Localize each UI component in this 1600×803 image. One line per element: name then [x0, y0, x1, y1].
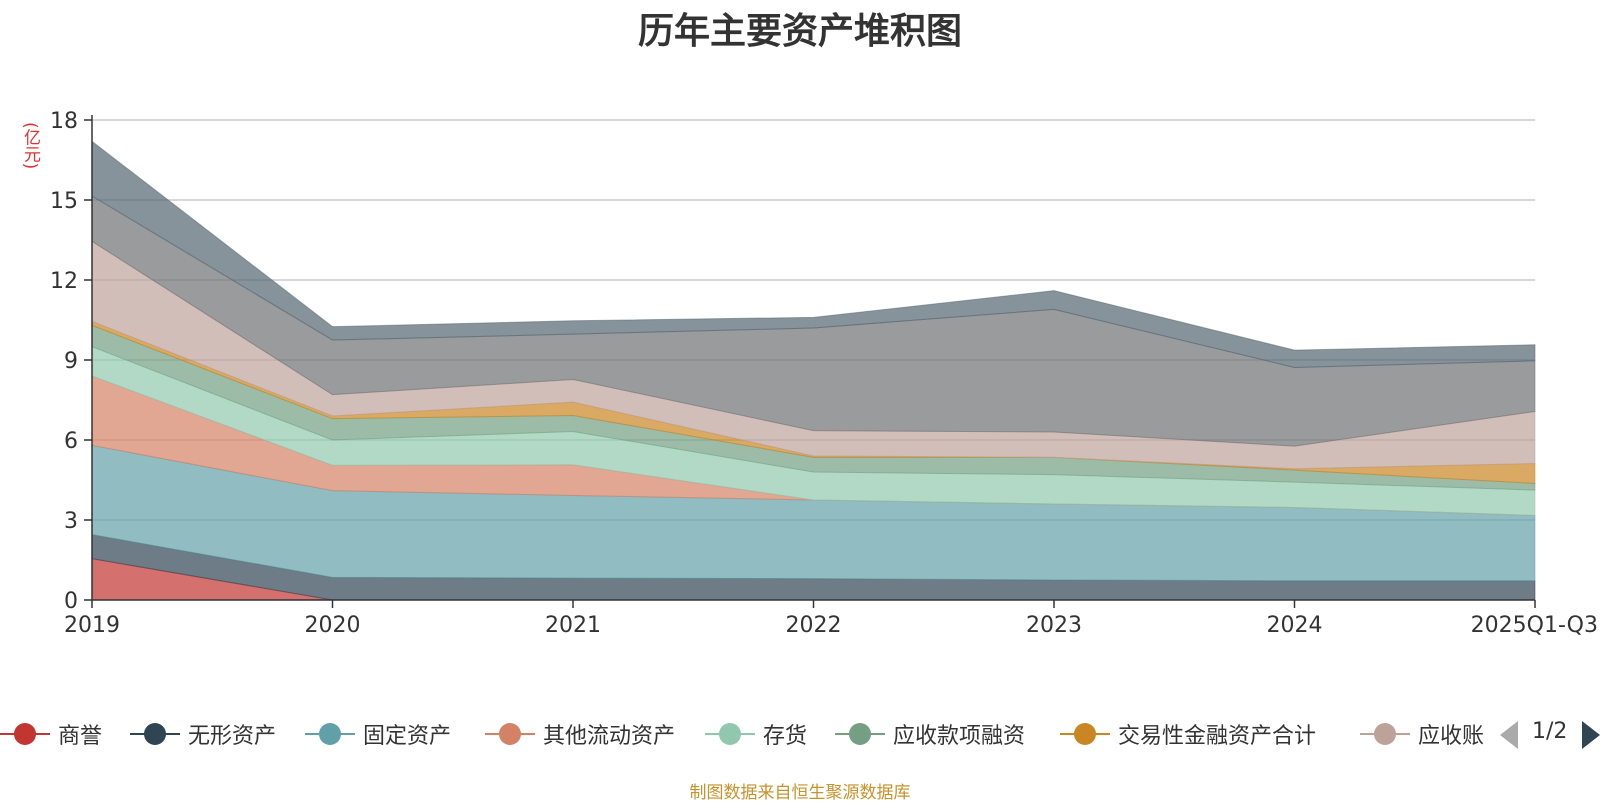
legend-item[interactable]: 存货	[705, 712, 807, 756]
y-tick-label: 9	[64, 349, 78, 374]
legend-label: 商誉	[58, 724, 103, 749]
area-series-group	[91, 140, 1536, 601]
legend-item[interactable]: 其他流动资产	[485, 712, 675, 756]
legend-marker-icon	[485, 722, 535, 746]
legend: 商誉 无形资产 固定资产 其他流动资产 存货 应收款项融资 交易性金融资产合计 应收账	[0, 712, 1600, 756]
chart-title: 历年主要资产堆积图	[637, 11, 962, 52]
y-tick-label: 15	[50, 189, 78, 214]
legend-marker-icon	[0, 722, 50, 746]
x-tick-label: 2019	[64, 613, 120, 638]
legend-label: 存货	[763, 724, 808, 749]
area-series-9[interactable]	[91, 140, 1536, 368]
legend-item[interactable]: 交易性金融资产合计	[1060, 712, 1316, 756]
legend-next-page-icon[interactable]	[1582, 721, 1600, 749]
legend-label: 其他流动资产	[543, 724, 676, 749]
y-tick-label: 3	[64, 509, 78, 534]
legend-label: 交易性金融资产合计	[1118, 724, 1317, 749]
legend-marker-icon	[705, 722, 755, 746]
legend-marker-icon	[1360, 722, 1410, 746]
y-tick-label: 12	[50, 269, 78, 294]
x-tick-label: 2025Q1-Q3	[1471, 613, 1598, 638]
x-tick-label: 2023	[1026, 613, 1082, 638]
y-tick-label: 6	[64, 429, 78, 454]
legend-marker-icon	[305, 722, 355, 746]
legend-label: 应收账	[1418, 724, 1485, 749]
x-tick-label: 2020	[305, 613, 361, 638]
y-axis-unit-label: (亿元)	[20, 122, 40, 170]
legend-item[interactable]: 固定资产	[305, 712, 451, 756]
legend-item[interactable]: 应收款项融资	[835, 712, 1025, 756]
legend-page-indicator: 1/2	[1532, 719, 1568, 744]
legend-item[interactable]: 应收账	[1360, 712, 1484, 756]
y-tick-label: 0	[64, 589, 78, 614]
axes: 0 3 6 9 12 15 18 2019 2020 2021 2022 2023 2024 2025Q1…	[50, 109, 1598, 638]
legend-item[interactable]: 无形资产	[130, 712, 276, 756]
legend-marker-icon	[835, 722, 885, 746]
legend-marker-icon	[130, 722, 180, 746]
legend-label: 固定资产	[363, 724, 452, 749]
stacked-area-chart: 0 3 6 9 12 15 18 2019 2020 2021 2022 2023 2024 2025Q1…	[50, 109, 1598, 638]
legend-label: 应收款项融资	[893, 724, 1026, 749]
y-tick-label: 18	[50, 109, 78, 134]
x-tick-label: 2021	[545, 613, 601, 638]
legend-label: 无形资产	[188, 724, 277, 749]
legend-pager: 1/2	[1500, 712, 1600, 756]
legend-marker-icon	[1060, 722, 1110, 746]
source-note: 制图数据来自恒生聚源数据库	[689, 783, 911, 803]
legend-item[interactable]: 商誉	[0, 712, 102, 756]
x-tick-label: 2022	[786, 613, 842, 638]
legend-prev-page-icon[interactable]	[1500, 721, 1518, 749]
x-tick-label: 2024	[1267, 613, 1323, 638]
